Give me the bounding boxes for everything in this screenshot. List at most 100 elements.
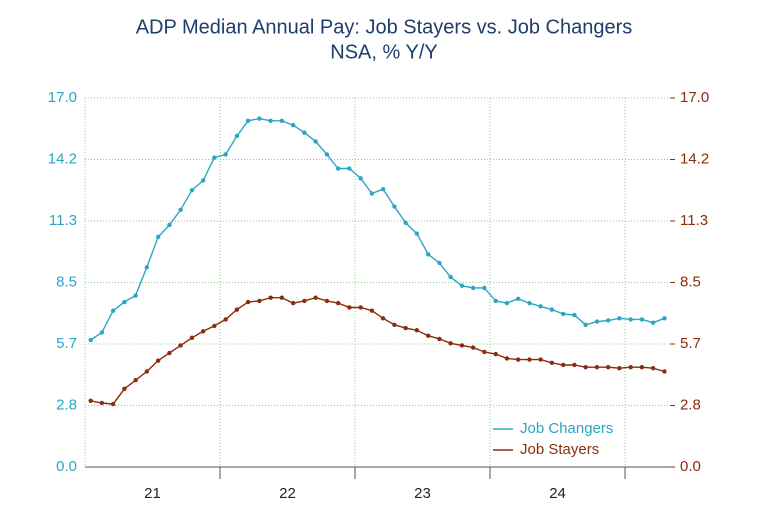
legend-label: Job Stayers <box>520 441 599 458</box>
data-point <box>369 191 375 196</box>
data-point <box>99 400 105 406</box>
data-point <box>358 176 363 181</box>
y-tick-label: 8.5 <box>56 273 77 290</box>
y2-tick-label: 2.8 <box>680 396 701 413</box>
data-point <box>572 312 577 318</box>
data-point <box>425 252 431 257</box>
data-point <box>245 299 251 305</box>
data-point <box>414 328 420 333</box>
data-point <box>324 152 330 157</box>
data-point <box>223 317 228 322</box>
data-point <box>313 139 318 144</box>
data-point <box>482 349 487 355</box>
data-point <box>470 345 476 350</box>
y-tick-label: 0.0 <box>56 458 77 475</box>
series-line <box>90 117 665 341</box>
data-point <box>358 305 363 310</box>
data-point <box>122 386 127 392</box>
data-point <box>178 343 183 348</box>
data-point <box>324 298 330 304</box>
data-point <box>583 322 588 328</box>
x-tick-label: 22 <box>279 485 296 502</box>
data-point <box>662 316 667 321</box>
data-point <box>515 357 521 362</box>
data-point <box>493 298 498 304</box>
data-point <box>302 298 307 304</box>
data-point <box>639 364 645 370</box>
data-point <box>617 316 622 321</box>
data-point <box>347 305 352 310</box>
data-point <box>605 318 611 323</box>
data-point <box>639 317 645 322</box>
data-point <box>133 293 138 298</box>
x-tick-label: 23 <box>414 485 431 502</box>
data-point <box>302 130 307 135</box>
data-point <box>504 356 510 361</box>
data-point <box>605 364 611 370</box>
y2-tick-label: 5.7 <box>680 335 701 352</box>
data-point <box>549 307 555 312</box>
data-point <box>662 369 667 374</box>
data-point <box>403 220 408 226</box>
y-tick-label: 14.2 <box>48 150 77 167</box>
y-tick-label: 5.7 <box>56 335 77 352</box>
data-point <box>178 207 183 212</box>
data-point <box>380 186 386 192</box>
data-point <box>257 298 262 304</box>
data-point <box>493 351 498 357</box>
data-point <box>414 231 420 236</box>
data-point <box>617 366 622 371</box>
data-point <box>538 357 543 362</box>
data-point <box>234 133 240 139</box>
data-point <box>380 316 386 321</box>
data-point <box>549 360 555 366</box>
data-point <box>88 398 93 403</box>
data-point <box>650 366 656 371</box>
data-point <box>223 152 228 157</box>
data-point <box>594 364 600 370</box>
chart-title: ADP Median Annual Pay: Job Stayers vs. J… <box>136 16 633 38</box>
y2-tick-label: 11.3 <box>680 212 708 229</box>
data-point <box>189 335 195 341</box>
data-point <box>268 118 273 123</box>
data-point <box>335 300 341 306</box>
data-point <box>347 166 352 171</box>
data-point <box>459 343 465 348</box>
data-point <box>88 337 93 343</box>
data-point <box>425 333 431 338</box>
data-point <box>392 204 397 209</box>
data-point <box>504 300 510 306</box>
x-tick-label: 21 <box>144 485 161 502</box>
y-tick-label: 2.8 <box>56 396 77 413</box>
data-point <box>110 401 116 407</box>
data-point <box>155 234 161 240</box>
data-point <box>448 341 453 346</box>
data-point <box>594 319 600 324</box>
data-point <box>369 308 375 313</box>
data-point <box>527 357 532 362</box>
data-point <box>628 317 633 322</box>
data-point <box>245 118 251 123</box>
data-point <box>403 325 408 331</box>
data-point <box>527 300 532 306</box>
data-point <box>437 260 442 266</box>
y2-tick-label: 14.2 <box>680 150 709 167</box>
data-point <box>200 329 206 334</box>
series-line <box>90 296 665 405</box>
data-point <box>448 274 453 280</box>
data-point <box>392 322 397 328</box>
data-point <box>290 300 296 306</box>
data-point <box>650 320 656 325</box>
data-point <box>99 330 105 335</box>
data-point <box>482 285 487 291</box>
data-point <box>122 299 127 305</box>
data-point <box>268 295 273 300</box>
data-point <box>257 116 262 121</box>
data-point <box>561 362 566 368</box>
data-point <box>279 295 285 300</box>
data-point <box>437 336 442 342</box>
data-point <box>459 283 465 288</box>
data-point <box>290 122 296 128</box>
